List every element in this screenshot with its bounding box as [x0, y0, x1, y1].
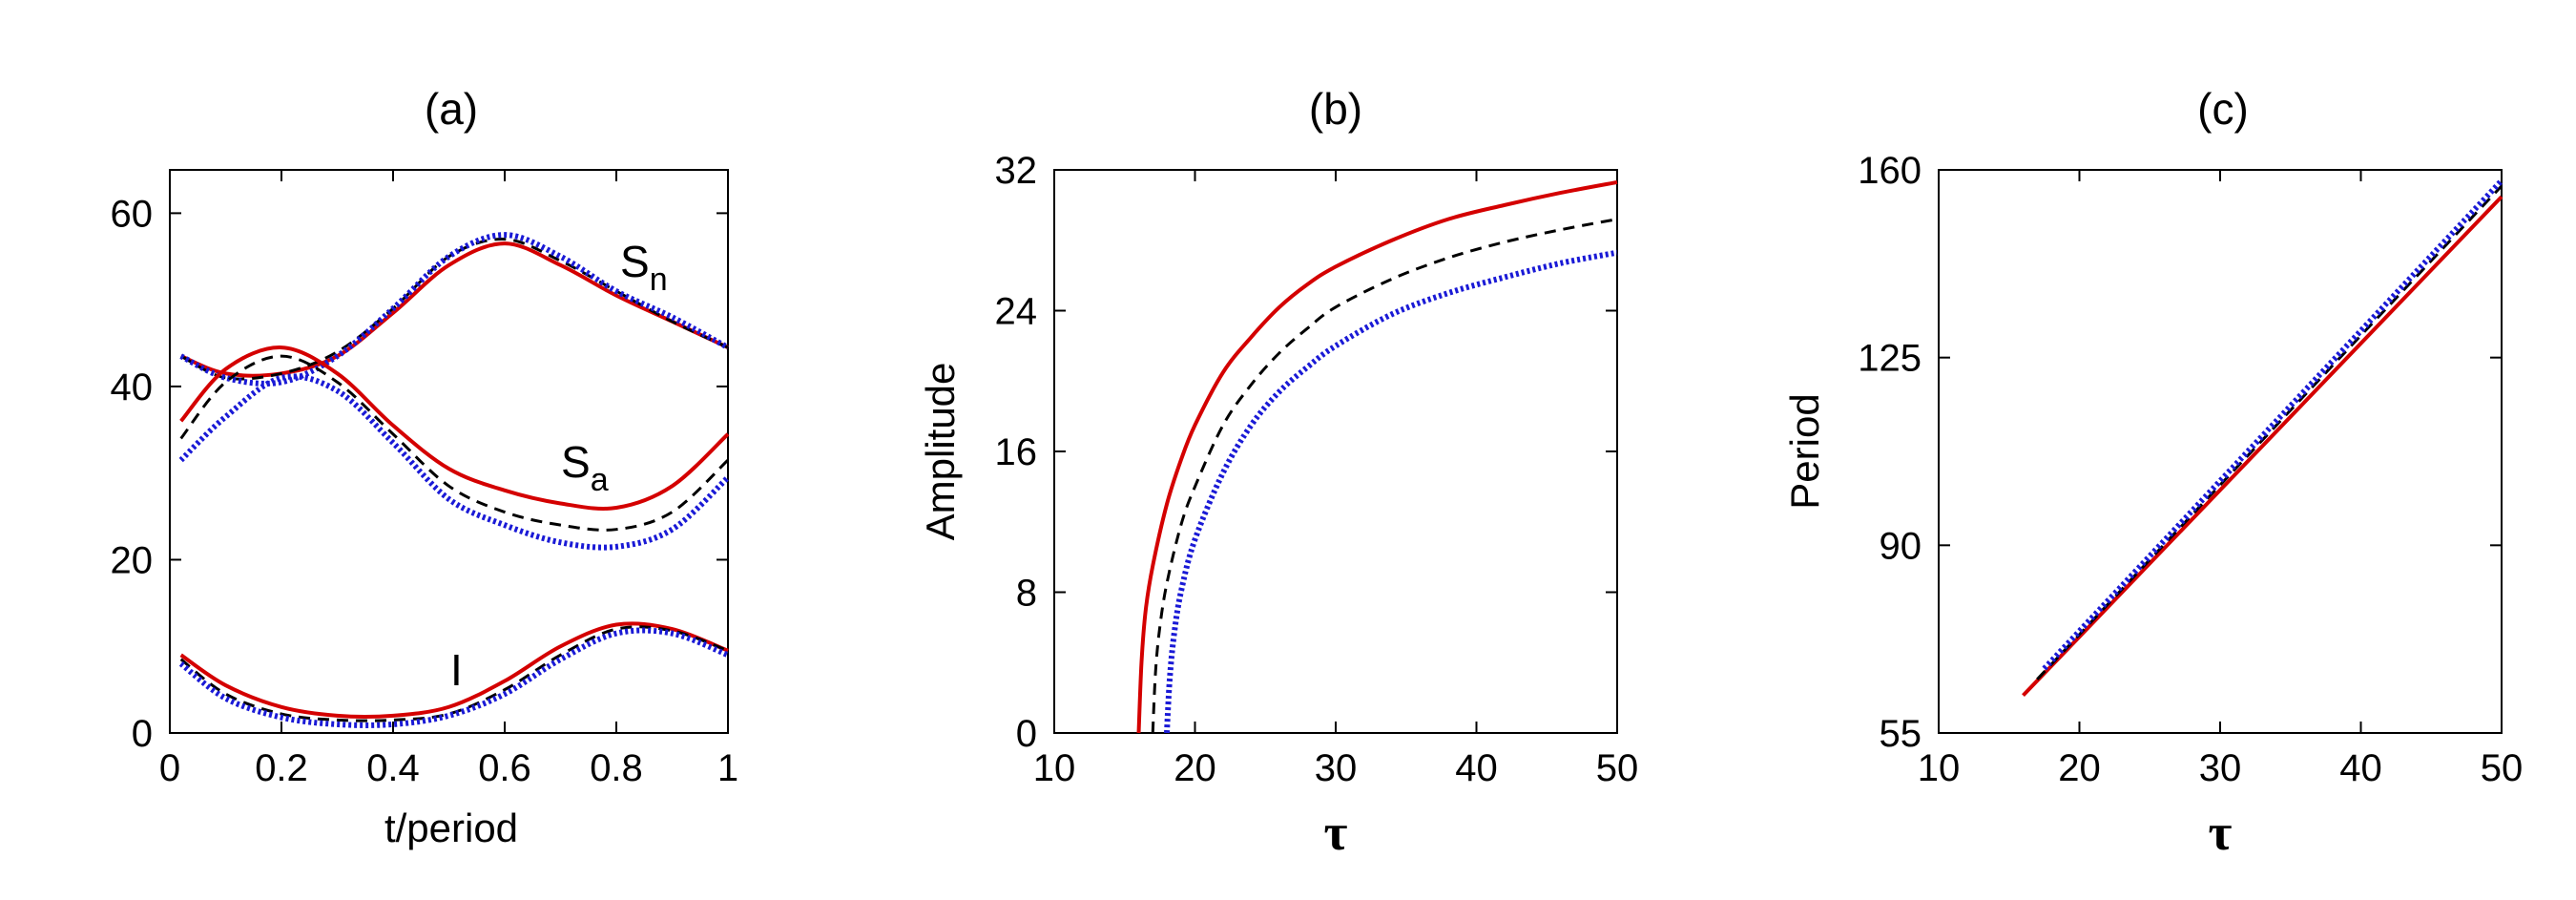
series-line-red-solid-sa	[179, 345, 730, 511]
panel-c-y-label: Period	[1782, 393, 1827, 509]
panel-a-title: (a)	[425, 84, 478, 134]
series-line-blue-dotted	[2042, 178, 2504, 671]
panel-b-lines	[1136, 179, 1618, 734]
x-tick-label: 50	[1596, 747, 1639, 789]
x-tick-label: 20	[2058, 747, 2101, 789]
panel-b-title: (b)	[1309, 84, 1362, 134]
x-tick-label: 40	[1455, 747, 1498, 789]
panel-c-y-ticks: 55 90 125 160	[1858, 150, 2502, 755]
x-tick-label: 0	[159, 747, 180, 789]
x-tick-label: 30	[2199, 747, 2242, 789]
x-tick-label: 10	[1918, 747, 1961, 789]
annotation-sa: Sa	[561, 437, 609, 498]
x-tick-label: 30	[1315, 747, 1358, 789]
panel-c-title: (c)	[2197, 84, 2249, 134]
y-tick-label: 40	[111, 366, 154, 408]
series-line-red-solid-i	[179, 621, 729, 719]
y-tick-label: 160	[1858, 150, 1922, 192]
panel-a-frame	[169, 169, 729, 734]
x-tick-label: 0.8	[590, 747, 643, 789]
panel-a-lines	[178, 232, 731, 728]
series-line-red-solid	[2022, 195, 2503, 698]
panel-a-x-label: t/period	[384, 806, 518, 850]
annotation-sn: Sn	[620, 237, 668, 298]
y-tick-label: 20	[111, 539, 154, 581]
y-tick-label: 16	[995, 431, 1038, 473]
series-line-black-dashed-sa	[179, 354, 730, 532]
panel-b-y-label: Amplitude	[918, 363, 963, 541]
y-tick-label: 32	[995, 150, 1038, 192]
series-line-blue-dotted	[1164, 249, 1618, 734]
x-tick-label: 20	[1174, 747, 1216, 789]
series-line-blue-dotted-sa	[178, 373, 731, 551]
panel-c-x-ticks: 10 20 30 40 50	[1918, 170, 2524, 789]
series-line-black-dashed	[2036, 184, 2503, 680]
panel-c: (c) 10 20 30 40 50 55 90 125 160 τ Period	[1782, 84, 2523, 861]
panel-a-y-ticks: 0 20 40 60	[111, 193, 728, 755]
panel-a: (a) 0 0.2 0.4 0.6 0.8 1 0 20 40 60 t/period Sn S…	[111, 84, 739, 850]
panel-c-x-label: τ	[2209, 804, 2233, 861]
panel-a-x-ticks: 0 0.2 0.4 0.6 0.8 1	[159, 170, 738, 789]
y-tick-label: 125	[1858, 338, 1922, 380]
x-tick-label: 0.6	[478, 747, 531, 789]
x-tick-label: 50	[2481, 747, 2524, 789]
y-tick-label: 90	[1880, 525, 1922, 567]
series-line-red-solid	[1136, 179, 1618, 734]
panel-b: (b) 10 20 30 40 50 0 8 16 24 32 τ Amplitude	[918, 84, 1638, 861]
panel-c-frame	[1938, 169, 2503, 734]
panel-b-x-label: τ	[1324, 804, 1348, 861]
x-tick-label: 0.2	[255, 747, 308, 789]
y-tick-label: 8	[1016, 573, 1037, 615]
y-tick-label: 24	[995, 291, 1038, 333]
series-line-black-dashed	[1151, 218, 1618, 734]
y-tick-label: 55	[1880, 713, 1922, 755]
y-tick-label: 60	[111, 193, 154, 235]
panel-b-frame	[1053, 169, 1618, 734]
x-tick-label: 1	[717, 747, 738, 789]
panel-c-lines	[2022, 178, 2504, 698]
x-tick-label: 40	[2339, 747, 2382, 789]
y-tick-label: 0	[1016, 713, 1037, 755]
panel-b-x-ticks: 10 20 30 40 50	[1033, 170, 1639, 789]
annotation-i: I	[450, 645, 463, 695]
panel-b-y-ticks: 0 8 16 24 32	[995, 150, 1617, 755]
y-tick-label: 0	[132, 713, 153, 755]
x-tick-label: 10	[1033, 747, 1076, 789]
x-tick-label: 0.4	[366, 747, 420, 789]
